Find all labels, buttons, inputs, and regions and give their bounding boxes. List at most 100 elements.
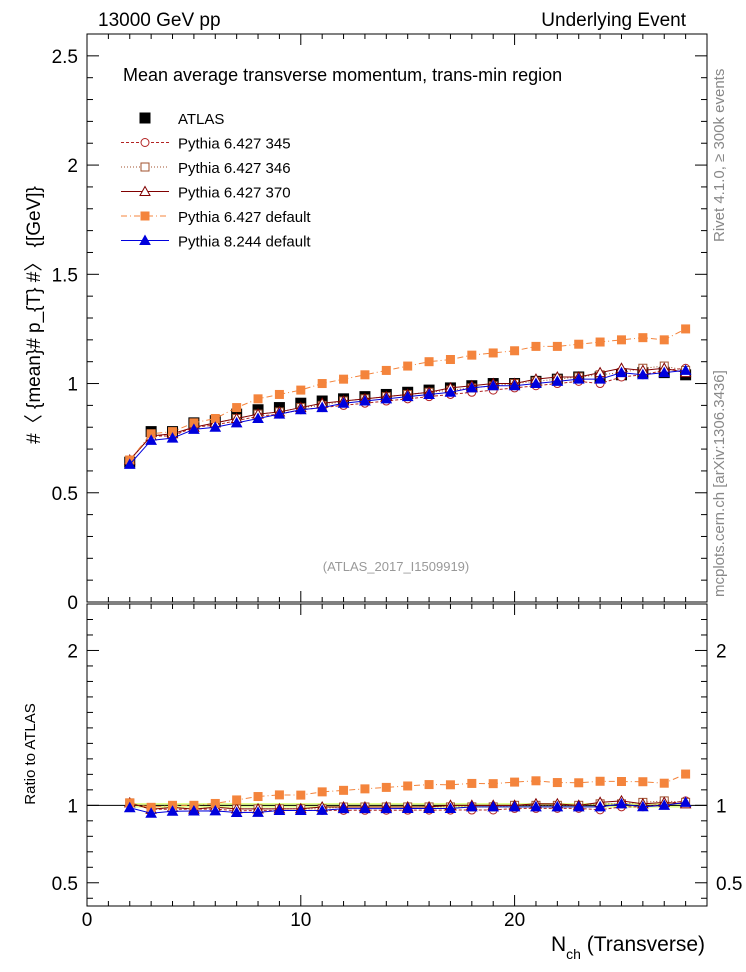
data-point xyxy=(574,339,584,349)
series-pythia-8-244-default xyxy=(123,364,692,469)
ratio-point xyxy=(230,806,243,818)
data-point xyxy=(488,348,498,358)
legend-marker xyxy=(140,162,150,172)
ratio-point xyxy=(253,792,263,802)
data-point xyxy=(508,379,521,391)
ratio-point xyxy=(679,796,692,807)
ratio-point xyxy=(209,804,222,816)
ratio-point xyxy=(423,802,435,814)
ratio-point xyxy=(317,787,327,797)
ratio-point xyxy=(188,804,200,816)
x-axis-label-rest: (Transverse) xyxy=(581,933,705,956)
ratio-point xyxy=(508,800,521,812)
data-point xyxy=(145,434,157,445)
data-point xyxy=(273,408,286,419)
data-point xyxy=(681,324,691,334)
data-point xyxy=(467,350,477,360)
ratio-point xyxy=(360,784,370,794)
data-point xyxy=(638,333,648,343)
ratio-y-tick-label: 0.5 xyxy=(52,874,78,895)
data-point xyxy=(445,355,455,365)
legend-label: Pythia 6.427 default xyxy=(178,209,311,226)
x-axis-label-sub: ch xyxy=(566,946,581,962)
ratio-point xyxy=(339,785,349,795)
ratio-y-tick-label-right: 1 xyxy=(716,796,727,817)
main-y-tick-label: 1.5 xyxy=(52,265,78,286)
data-point xyxy=(253,394,263,404)
main-y-tick-label: 2 xyxy=(67,156,78,177)
ratio-series-pythia-8-244-default xyxy=(123,796,692,818)
main-panel: 0 0.5 1 1.5 2 2.5 xyxy=(52,33,708,614)
ratio-line xyxy=(129,773,686,808)
x-axis-label: Nch (Transverse) xyxy=(551,933,705,962)
ratio-point xyxy=(572,800,585,812)
ratio-y-tick-label-right: 0.5 xyxy=(716,874,742,895)
ratio-y-tick-label: 1 xyxy=(67,796,78,817)
ratio-point xyxy=(274,790,284,800)
chart-title: Mean average transverse momentum, trans-… xyxy=(123,65,562,85)
data-point xyxy=(551,375,564,386)
data-point xyxy=(337,397,350,408)
data-point xyxy=(531,341,541,351)
data-point xyxy=(230,416,243,428)
ratio-point xyxy=(403,781,413,791)
data-point xyxy=(401,390,414,402)
ratio-point xyxy=(424,780,434,790)
data-point xyxy=(552,341,562,351)
data-point xyxy=(188,423,200,434)
main-y-tick-label: 2.5 xyxy=(52,47,78,68)
data-point xyxy=(595,337,605,347)
legend-marker xyxy=(140,138,150,147)
ratio-point xyxy=(658,799,671,810)
legend-marker xyxy=(139,234,151,245)
legend-label: ATLAS xyxy=(178,111,224,128)
legend-label: Pythia 8.244 default xyxy=(178,234,311,251)
x-axis-label-main: N xyxy=(551,933,566,956)
main-y-tick-label: 1 xyxy=(67,375,78,396)
ratio-point xyxy=(444,802,457,813)
data-point xyxy=(530,377,542,389)
ratio-point xyxy=(488,779,498,789)
data-point xyxy=(594,373,606,384)
legend: ATLAS Pythia 6.427 345 Pythia 6.427 346 Pyt… xyxy=(121,111,311,251)
ratio-point xyxy=(551,800,564,812)
ratio-point xyxy=(615,797,628,809)
data-point xyxy=(294,403,307,415)
data-point xyxy=(403,361,413,371)
data-point xyxy=(659,335,669,345)
ratio-point xyxy=(359,802,371,814)
series-atlas xyxy=(124,367,692,468)
ratio-point xyxy=(487,800,500,812)
data-point xyxy=(123,458,136,469)
x-tick-label: 0 xyxy=(82,910,93,931)
data-point xyxy=(252,412,264,423)
data-point xyxy=(679,364,692,375)
ratio-point xyxy=(595,776,605,786)
data-point xyxy=(359,394,371,406)
ratio-point xyxy=(316,804,329,815)
data-point xyxy=(274,389,284,399)
x-tick-label: 20 xyxy=(504,910,525,931)
data-point xyxy=(510,346,520,356)
ratio-point xyxy=(445,780,455,790)
ratio-point xyxy=(145,807,157,818)
legend-label: Pythia 6.427 345 xyxy=(178,136,291,153)
main-y-tick-label: 0 xyxy=(67,593,78,614)
data-point xyxy=(317,379,327,389)
side-label-rivet: Rivet 4.1.0, ≥ 300k events xyxy=(711,69,728,242)
legend-label: Pythia 6.427 370 xyxy=(178,185,291,202)
data-point xyxy=(637,368,649,380)
ratio-point xyxy=(381,782,391,792)
data-point xyxy=(615,366,628,378)
legend-entry: Pythia 8.244 default xyxy=(121,234,311,251)
y-axis-label: #〈 {mean}# p_{T} #〉 {[GeV]} xyxy=(23,186,45,444)
data-point xyxy=(380,392,393,404)
ratio-point xyxy=(637,800,649,812)
legend-entry: Pythia 6.427 370 xyxy=(121,185,291,202)
data-point xyxy=(424,357,434,367)
ratio-y-tick-label: 2 xyxy=(67,641,78,662)
data-point xyxy=(232,403,242,413)
data-point xyxy=(360,370,370,380)
data-point xyxy=(616,335,626,345)
